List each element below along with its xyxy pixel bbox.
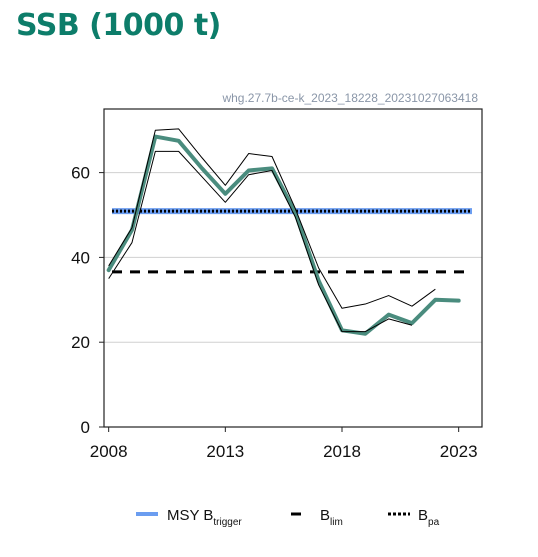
legend-subscript-bpa: pa (428, 517, 440, 528)
y-tick-label-60: 60 (71, 164, 90, 183)
legend: MSY Btrigger Blim Bpa (136, 507, 440, 528)
axis-ticks: 0 20 40 60 2008 2013 2018 2023 (71, 164, 478, 461)
reference-lines (112, 208, 472, 274)
y-tick-label-20: 20 (71, 333, 90, 352)
grid-lines (104, 172, 482, 343)
legend-label-blim: Blim (320, 507, 343, 528)
legend-label-bpa: Bpa (418, 507, 440, 528)
x-tick-label-2023: 2023 (440, 442, 478, 461)
legend-label-msy: MSY Btrigger (167, 507, 242, 528)
legend-subscript-blim: lim (330, 517, 343, 528)
series-lines (106, 128, 461, 336)
series-line-ssb (106, 134, 461, 336)
series-line-ssb-low (108, 150, 413, 333)
plot-frame (103, 108, 483, 428)
chart-watermark: whg.27.7b-ce-k_2023_18228_20231027063418 (221, 91, 478, 105)
chart-title: SSB (1000 t) (16, 8, 221, 43)
series-line-ssb-high (108, 128, 436, 309)
y-tick-label-40: 40 (71, 248, 90, 267)
legend-subscript-msy: trigger (213, 517, 242, 528)
x-tick-label-2013: 2013 (206, 442, 244, 461)
x-tick-label-2008: 2008 (90, 442, 128, 461)
y-tick-label-0: 0 (81, 418, 90, 437)
x-tick-label-2018: 2018 (323, 442, 361, 461)
